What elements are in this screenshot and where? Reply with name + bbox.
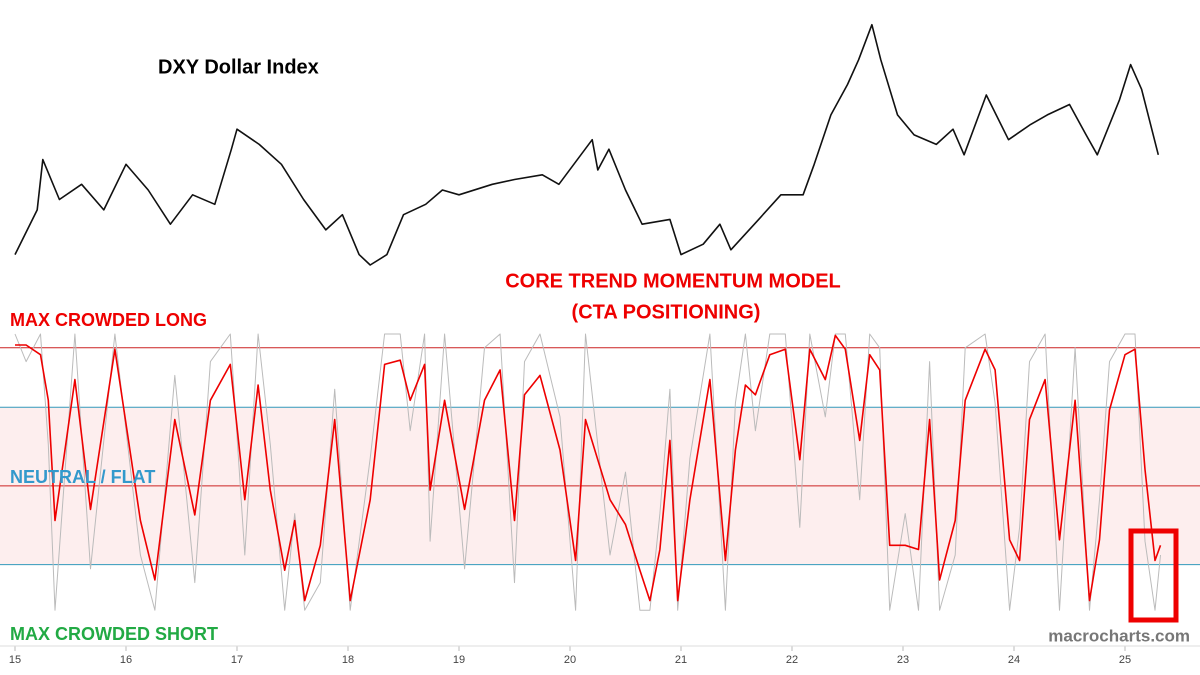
data-line	[14, 333, 1161, 611]
x-tick-label: 21	[675, 654, 687, 666]
annotation: MAX CROWDED LONG	[10, 310, 207, 330]
x-tick-label: 23	[897, 654, 909, 666]
highlight-box	[1128, 528, 1179, 623]
annotation: MAX CROWDED SHORT	[10, 624, 218, 644]
source: macrocharts.com	[1048, 626, 1190, 645]
chart-title: CORE TREND MOMENTUM MODEL	[505, 270, 841, 292]
x-tick-label: 20	[564, 654, 576, 666]
data-line	[15, 334, 1162, 602]
x-tick-label: 16	[120, 654, 132, 666]
x-tick-label: 19	[453, 654, 465, 666]
chart-subtitle: (CTA POSITIONING)	[572, 301, 761, 323]
plot-layer	[14, 23, 1162, 611]
background-layer	[0, 347, 1200, 651]
chart-title: DXY Dollar Index	[158, 56, 319, 78]
x-tick-label: 18	[342, 654, 354, 666]
data-line	[14, 23, 1160, 266]
x-tick-label: 22	[786, 654, 798, 666]
x-tick-label: 15	[9, 654, 21, 666]
x-tick-label: 24	[1008, 654, 1020, 666]
x-tick-label: 25	[1119, 654, 1131, 666]
x-tick-label: 17	[231, 654, 243, 666]
annotation: NEUTRAL / FLAT	[10, 467, 155, 487]
